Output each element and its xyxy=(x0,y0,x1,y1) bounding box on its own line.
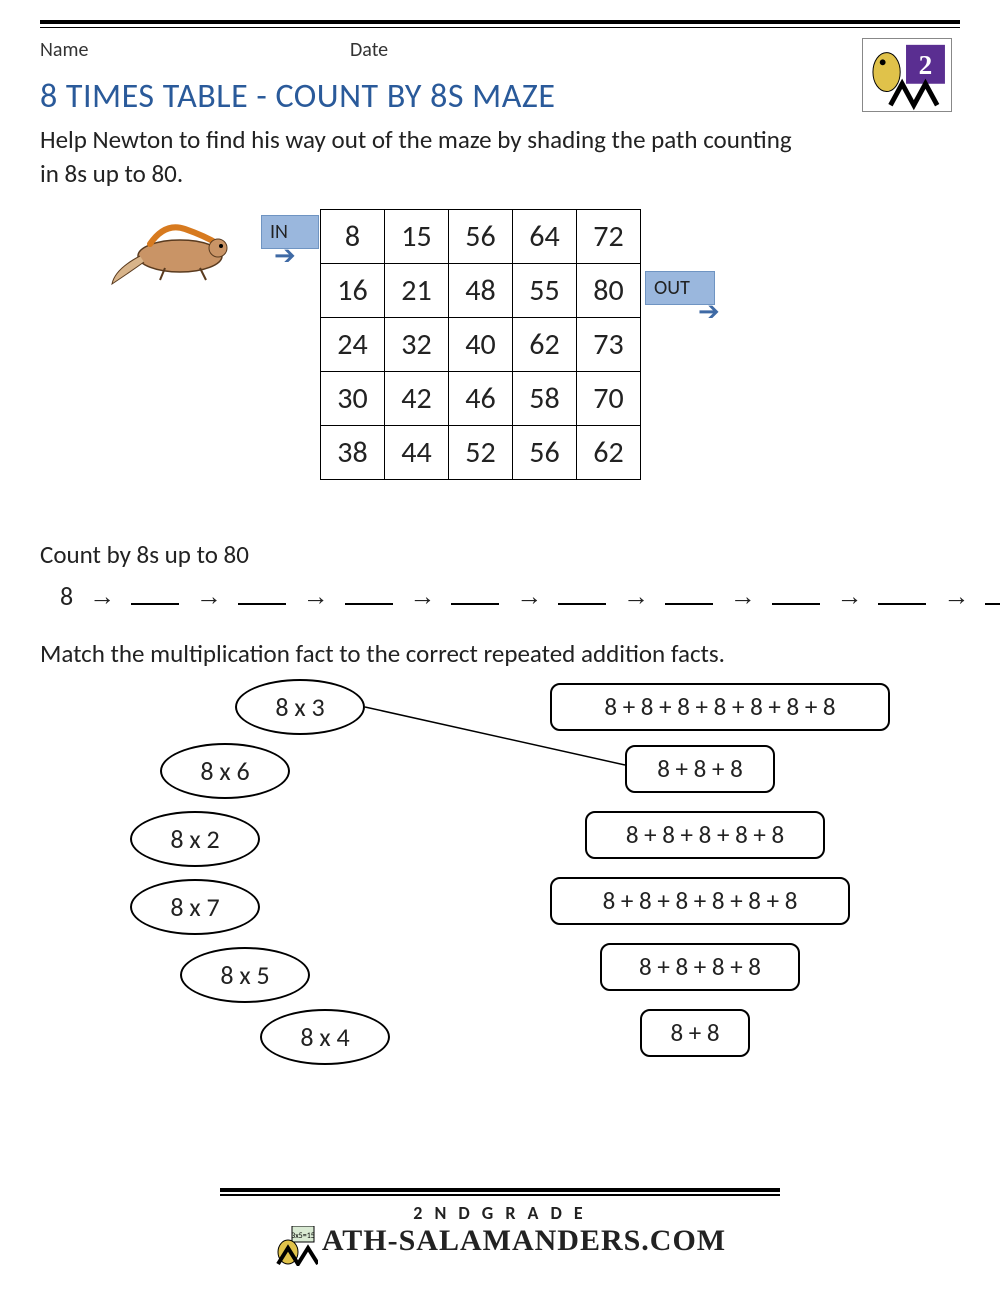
name-label: Name xyxy=(40,38,350,62)
date-label: Date xyxy=(350,38,388,62)
arrow-in-icon: ➔ xyxy=(274,239,296,271)
maze-cell: 24 xyxy=(321,317,385,371)
maze-cell: 40 xyxy=(449,317,513,371)
mult-fact: 8 x 7 xyxy=(130,879,260,935)
addition-fact: 8 + 8 + 8 + 8 + 8 + 8 + 8 xyxy=(550,683,890,731)
seq-blank[interactable] xyxy=(451,601,499,605)
maze-cell: 73 xyxy=(577,317,641,371)
maze-cell: 64 xyxy=(513,209,577,263)
maze-cell: 48 xyxy=(449,263,513,317)
arrow-icon: → xyxy=(943,581,970,612)
arrow-icon: → xyxy=(196,581,223,612)
addition-fact: 8 + 8 + 8 + 8 + 8 + 8 xyxy=(550,877,850,925)
maze-cell: 8 xyxy=(321,209,385,263)
footer-rule xyxy=(220,1188,780,1196)
maze-cell: 80 xyxy=(577,263,641,317)
page-title: 8 TIMES TABLE - COUNT BY 8S MAZE xyxy=(40,76,960,117)
mult-fact: 8 x 6 xyxy=(160,743,290,799)
maze-out-label: OUT xyxy=(654,276,690,300)
maze-cell: 44 xyxy=(385,425,449,479)
arrow-icon: → xyxy=(89,581,116,612)
grade-logo: 2 xyxy=(862,38,952,112)
arrow-out-icon: ➔ xyxy=(698,295,720,327)
maze-cell: 72 xyxy=(577,209,641,263)
addition-fact: 8 + 8 + 8 + 8 + 8 xyxy=(585,811,825,859)
maze-cell: 56 xyxy=(449,209,513,263)
svg-text:3x5=15: 3x5=15 xyxy=(291,1231,315,1241)
seq-blank[interactable] xyxy=(985,601,1000,605)
footer-logo-icon: 3x5=15 xyxy=(274,1226,318,1266)
seq-blank[interactable] xyxy=(558,601,606,605)
arrow-icon: → xyxy=(623,581,650,612)
arrow-icon: → xyxy=(516,581,543,612)
count-sequence: 8 → → → → → → → → → xyxy=(60,580,960,612)
maze-area: IN ➔ 81556647216214855802432406273304246… xyxy=(40,209,960,509)
count-heading: Count by 8s up to 80 xyxy=(40,539,960,570)
addition-fact: 8 + 8 + 8 + 8 xyxy=(600,943,800,991)
footer: 2 N D G R A D E 3x5=15 ATH-SALAMANDERS.C… xyxy=(0,1188,1000,1266)
seq-blank[interactable] xyxy=(238,601,286,605)
arrow-icon: → xyxy=(409,581,436,612)
newton-lizard-icon xyxy=(110,214,250,294)
logo-grade-num: 2 xyxy=(919,50,933,80)
maze-cell: 16 xyxy=(321,263,385,317)
mult-fact: 8 x 5 xyxy=(180,947,310,1003)
maze-cell: 52 xyxy=(449,425,513,479)
footer-site: ATH-SALAMANDERS.COM xyxy=(322,1224,726,1257)
addition-fact: 8 + 8 + 8 xyxy=(625,745,775,793)
maze-cell: 58 xyxy=(513,371,577,425)
arrow-icon: → xyxy=(730,581,757,612)
mult-fact: 8 x 2 xyxy=(130,811,260,867)
maze-grid: 8155664721621485580243240627330424658703… xyxy=(320,209,641,480)
seq-start: 8 xyxy=(60,580,74,612)
maze-cell: 32 xyxy=(385,317,449,371)
maze-cell: 70 xyxy=(577,371,641,425)
maze-cell: 62 xyxy=(577,425,641,479)
maze-cell: 38 xyxy=(321,425,385,479)
instruction-text: Help Newton to find his way out of the m… xyxy=(40,123,800,191)
match-area: 8 x 3 8 x 6 8 x 2 8 x 7 8 x 5 8 x 4 8 + 8 + 8 … xyxy=(40,679,960,1119)
maze-cell: 55 xyxy=(513,263,577,317)
maze-cell: 15 xyxy=(385,209,449,263)
seq-blank[interactable] xyxy=(772,601,820,605)
arrow-icon: → xyxy=(303,581,330,612)
maze-cell: 62 xyxy=(513,317,577,371)
maze-cell: 30 xyxy=(321,371,385,425)
seq-blank[interactable] xyxy=(131,601,179,605)
match-heading: Match the multiplication fact to the cor… xyxy=(40,638,960,669)
maze-cell: 56 xyxy=(513,425,577,479)
arrow-icon: → xyxy=(837,581,864,612)
maze-cell: 46 xyxy=(449,371,513,425)
seq-blank[interactable] xyxy=(665,601,713,605)
top-rule xyxy=(40,20,960,28)
addition-fact: 8 + 8 xyxy=(640,1009,750,1057)
maze-cell: 42 xyxy=(385,371,449,425)
mult-fact: 8 x 3 xyxy=(235,679,365,735)
footer-grade: 2 N D G R A D E xyxy=(0,1202,1000,1224)
seq-blank[interactable] xyxy=(345,601,393,605)
seq-blank[interactable] xyxy=(878,601,926,605)
maze-cell: 21 xyxy=(385,263,449,317)
mult-fact: 8 x 4 xyxy=(260,1009,390,1065)
header-line: Name Date xyxy=(40,38,960,62)
